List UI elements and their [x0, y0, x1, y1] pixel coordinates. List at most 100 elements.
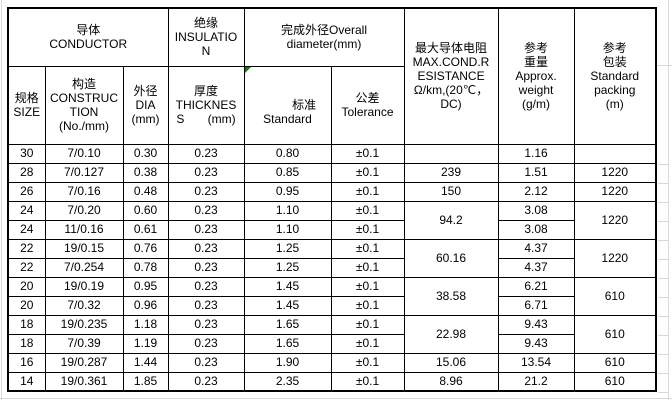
cell-standard[interactable]: 1.25: [243, 238, 332, 259]
cell-resistance-merged[interactable]: 38.58: [403, 276, 499, 316]
header-cell-construction[interactable]: 构造 CONSTRUC TION (No./mm): [44, 65, 124, 145]
cell-standard[interactable]: 1.90: [243, 352, 332, 373]
cell-packing[interactable]: 610: [573, 371, 657, 392]
cell-tolerance[interactable]: ±0.1: [330, 200, 405, 221]
cell-construction[interactable]: 19/0.235: [44, 314, 124, 335]
header-cell-standard[interactable]: 标准Standard: [243, 65, 332, 145]
cell-dia[interactable]: 1.44: [122, 352, 169, 373]
cell-size[interactable]: 22: [7, 257, 46, 278]
cell-resistance-merged[interactable]: 60.16: [403, 238, 499, 278]
cell-construction[interactable]: 19/0.287: [44, 352, 124, 373]
cell-packing-merged[interactable]: 610: [573, 276, 657, 316]
header-cell-tolerance[interactable]: 公差 Tolerance: [330, 65, 405, 145]
cell-weight[interactable]: 13.54: [497, 352, 575, 373]
cell-tolerance[interactable]: ±0.1: [330, 295, 405, 316]
cell-resistance[interactable]: 8.96: [403, 371, 499, 392]
cell-weight[interactable]: 4.37: [497, 257, 575, 278]
cell-packing-merged[interactable]: 1220: [573, 200, 657, 240]
cell-construction[interactable]: 7/0.20: [44, 200, 124, 221]
cell-size[interactable]: 20: [7, 276, 46, 297]
cell-tolerance[interactable]: ±0.1: [330, 143, 405, 164]
cell-packing[interactable]: 1220: [573, 181, 657, 202]
cell-dia[interactable]: 0.96: [122, 295, 169, 316]
cell-standard[interactable]: 0.85: [243, 162, 332, 183]
cell-dia[interactable]: 0.76: [122, 238, 169, 259]
cell-standard[interactable]: 1.10: [243, 219, 332, 240]
cell-packing[interactable]: 610: [573, 352, 657, 373]
cell-size[interactable]: 18: [7, 314, 46, 335]
cell-construction[interactable]: 7/0.39: [44, 333, 124, 354]
cell-resistance-merged[interactable]: 22.98: [403, 314, 499, 354]
cell-tolerance[interactable]: ±0.1: [330, 333, 405, 354]
cell-resistance[interactable]: 239: [403, 162, 499, 183]
cell-dia[interactable]: 1.19: [122, 333, 169, 354]
cell-size[interactable]: 20: [7, 295, 46, 316]
cell-construction[interactable]: 19/0.15: [44, 238, 124, 259]
cell-weight[interactable]: 1.16: [497, 143, 575, 164]
header-cell-max-resistance[interactable]: 最大导体电阻 MAX.COND.R ESISTANCE Ω/km,(20℃， D…: [403, 7, 499, 145]
cell-resistance[interactable]: 150: [403, 181, 499, 202]
cell-standard[interactable]: 0.80: [243, 143, 332, 164]
cell-weight[interactable]: 9.43: [497, 314, 575, 335]
cell-construction[interactable]: 19/0.361: [44, 371, 124, 392]
cell-standard[interactable]: 1.65: [243, 314, 332, 335]
cell-standard[interactable]: 0.95: [243, 181, 332, 202]
cell-size[interactable]: 26: [7, 181, 46, 202]
cell-weight[interactable]: 6.71: [497, 295, 575, 316]
header-cell-thickness[interactable]: 厚度 THICKNES S (mm): [167, 65, 245, 145]
cell-thickness[interactable]: 0.23: [167, 371, 245, 392]
cell-construction[interactable]: 7/0.127: [44, 162, 124, 183]
cell-thickness[interactable]: 0.23: [167, 276, 245, 297]
header-cell-overall-diameter[interactable]: 完成外径Overall diameter(mm): [243, 7, 405, 67]
cell-resistance-merged[interactable]: 94.2: [403, 200, 499, 240]
cell-thickness[interactable]: 0.23: [167, 314, 245, 335]
cell-thickness[interactable]: 0.23: [167, 238, 245, 259]
cell-construction[interactable]: 7/0.254: [44, 257, 124, 278]
cell-thickness[interactable]: 0.23: [167, 200, 245, 221]
cell-construction[interactable]: 7/0.16: [44, 181, 124, 202]
cell-size[interactable]: 24: [7, 200, 46, 221]
cell-size[interactable]: 28: [7, 162, 46, 183]
cell-size[interactable]: 30: [7, 143, 46, 164]
cell-tolerance[interactable]: ±0.1: [330, 257, 405, 278]
header-cell-size[interactable]: 规格 SIZE: [7, 65, 46, 145]
header-cell-standard-packing[interactable]: 参考 包装 Standard packing (m): [573, 7, 657, 145]
cell-tolerance[interactable]: ±0.1: [330, 352, 405, 373]
cell-thickness[interactable]: 0.23: [167, 295, 245, 316]
cell-tolerance[interactable]: ±0.1: [330, 238, 405, 259]
cell-weight[interactable]: 4.37: [497, 238, 575, 259]
cell-standard[interactable]: 1.45: [243, 276, 332, 297]
cell-tolerance[interactable]: ±0.1: [330, 314, 405, 335]
cell-standard[interactable]: 2.35: [243, 371, 332, 392]
cell-dia[interactable]: 0.30: [122, 143, 169, 164]
cell-tolerance[interactable]: ±0.1: [330, 219, 405, 240]
cell-packing-merged[interactable]: 610: [573, 314, 657, 354]
cell-dia[interactable]: 1.18: [122, 314, 169, 335]
cell-thickness[interactable]: 0.23: [167, 143, 245, 164]
cell-tolerance[interactable]: ±0.1: [330, 162, 405, 183]
cell-weight[interactable]: 3.08: [497, 200, 575, 221]
cell-resistance[interactable]: 15.06: [403, 352, 499, 373]
cell-dia[interactable]: 0.78: [122, 257, 169, 278]
cell-standard[interactable]: 1.25: [243, 257, 332, 278]
cell-thickness[interactable]: 0.23: [167, 257, 245, 278]
header-cell-approx-weight[interactable]: 参考 重量 Approx. weight (g/m): [497, 7, 575, 145]
cell-weight[interactable]: 1.51: [497, 162, 575, 183]
cell-dia[interactable]: 0.48: [122, 181, 169, 202]
cell-construction[interactable]: 19/0.19: [44, 276, 124, 297]
cell-size[interactable]: 24: [7, 219, 46, 240]
cell-thickness[interactable]: 0.23: [167, 352, 245, 373]
cell-weight[interactable]: 9.43: [497, 333, 575, 354]
header-cell-dia[interactable]: 外径 DIA (mm): [122, 65, 169, 145]
cell-weight[interactable]: 3.08: [497, 219, 575, 240]
cell-tolerance[interactable]: ±0.1: [330, 276, 405, 297]
cell-construction[interactable]: 11/0.16: [44, 219, 124, 240]
cell-thickness[interactable]: 0.23: [167, 181, 245, 202]
header-cell-conductor[interactable]: 导体 CONDUCTOR: [7, 7, 169, 67]
cell-packing[interactable]: [573, 143, 657, 164]
cell-thickness[interactable]: 0.23: [167, 219, 245, 240]
cell-size[interactable]: 22: [7, 238, 46, 259]
cell-dia[interactable]: 1.85: [122, 371, 169, 392]
cell-weight[interactable]: 6.21: [497, 276, 575, 297]
cell-dia[interactable]: 0.60: [122, 200, 169, 221]
